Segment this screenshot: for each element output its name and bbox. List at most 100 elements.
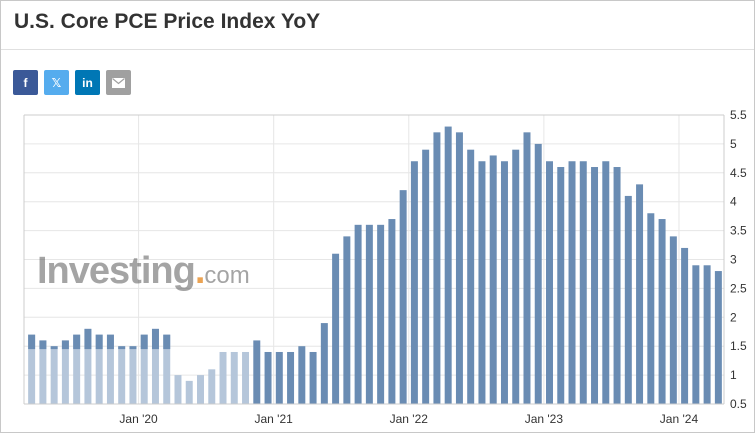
bar-top — [140, 334, 148, 350]
bar[interactable] — [230, 351, 238, 404]
bar-top — [73, 334, 81, 350]
x-tick-label: Jan '24 — [660, 412, 699, 426]
bar[interactable] — [242, 351, 250, 404]
bar[interactable] — [73, 334, 81, 404]
facebook-share-button[interactable]: f — [13, 70, 38, 95]
x-twitter-icon: 𝕏 — [51, 75, 62, 90]
x-tick-label: Jan '23 — [525, 412, 564, 426]
y-tick-label: 5 — [730, 137, 737, 151]
bar[interactable] — [163, 334, 171, 404]
bar-top — [39, 340, 47, 350]
y-tick-label: 1.5 — [730, 339, 747, 353]
bar[interactable] — [39, 340, 47, 404]
bar[interactable] — [354, 224, 362, 404]
email-share-button[interactable] — [106, 70, 131, 95]
bar[interactable] — [658, 219, 666, 404]
facebook-icon: f — [23, 75, 28, 90]
y-tick-label: 2 — [730, 310, 737, 324]
bar-top — [61, 340, 69, 350]
bar[interactable] — [444, 126, 452, 404]
bar[interactable] — [343, 236, 351, 404]
bar[interactable] — [410, 161, 418, 404]
bar[interactable] — [84, 328, 92, 404]
bar[interactable] — [636, 184, 644, 404]
bar[interactable] — [557, 167, 565, 404]
bar-top — [129, 346, 137, 350]
bar[interactable] — [489, 155, 497, 404]
bar-top — [84, 328, 92, 350]
watermark-brand: Investing — [37, 250, 196, 292]
bar-top — [28, 334, 36, 350]
page-title: U.S. Core PCE Price Index YoY — [14, 10, 321, 33]
bar[interactable] — [613, 167, 621, 404]
bar[interactable] — [253, 340, 261, 404]
bar[interactable] — [591, 167, 599, 404]
bar[interactable] — [500, 161, 508, 404]
bar[interactable] — [579, 161, 587, 404]
bar[interactable] — [388, 219, 396, 404]
bar[interactable] — [681, 247, 689, 404]
bar[interactable] — [197, 375, 204, 404]
bar[interactable] — [467, 149, 475, 404]
linkedin-icon: in — [82, 75, 93, 90]
bar[interactable] — [669, 236, 677, 404]
bar[interactable] — [365, 224, 373, 404]
bar[interactable] — [703, 265, 711, 404]
bar[interactable] — [647, 213, 655, 404]
bar[interactable] — [287, 351, 295, 404]
bar[interactable] — [95, 334, 103, 404]
y-tick-label: 4.5 — [730, 166, 747, 180]
watermark-suffix: com — [204, 262, 250, 289]
bar[interactable] — [129, 346, 137, 404]
bar[interactable] — [140, 334, 148, 404]
bar[interactable] — [28, 334, 36, 404]
bar-top — [95, 334, 103, 350]
bar[interactable] — [106, 334, 114, 404]
y-tick-label: 5.5 — [730, 110, 747, 122]
bar[interactable] — [298, 346, 306, 404]
bar[interactable] — [208, 369, 216, 404]
bar[interactable] — [602, 161, 610, 404]
bar[interactable] — [714, 271, 722, 404]
bar[interactable] — [433, 132, 441, 404]
bar[interactable] — [692, 265, 700, 404]
bar[interactable] — [546, 161, 553, 404]
bar[interactable] — [118, 346, 126, 404]
chart-area: 5.5 5 4.5 4 3.5 3 2.5 2 1.5 1 0.5 Jan '20 Jan '21 Ja… — [0, 110, 755, 433]
bar[interactable] — [512, 149, 520, 404]
bar[interactable] — [455, 132, 463, 404]
bar[interactable] — [399, 190, 407, 404]
bar[interactable] — [478, 161, 486, 404]
bar[interactable] — [61, 340, 69, 404]
email-icon — [112, 77, 125, 88]
y-tick-label: 3.5 — [730, 224, 747, 238]
investing-watermark: Investing.com — [37, 250, 250, 292]
bar[interactable] — [309, 351, 317, 404]
bar[interactable] — [422, 149, 430, 404]
bar[interactable] — [185, 380, 193, 404]
bar[interactable] — [219, 351, 227, 404]
y-tick-label: 3 — [730, 253, 737, 267]
bars — [28, 126, 722, 404]
chart-canvas: 5.554.543.532.521.510.5 Jan '20 Jan '21 Ja… — [23, 110, 747, 426]
bar[interactable] — [332, 253, 340, 404]
bar[interactable] — [275, 351, 283, 404]
x-tick-labels: Jan '20 Jan '21 Jan '22 Jan '23 Jan '24 — [119, 412, 698, 426]
bar[interactable] — [264, 351, 272, 404]
bar[interactable] — [523, 132, 531, 404]
bar[interactable] — [568, 161, 576, 404]
bar[interactable] — [624, 195, 632, 404]
linkedin-share-button[interactable]: in — [75, 70, 100, 95]
x-tick-label: Jan '20 — [119, 412, 158, 426]
bar[interactable] — [377, 224, 385, 404]
bar-top — [163, 334, 171, 350]
bar[interactable] — [320, 323, 328, 404]
bar[interactable] — [174, 375, 182, 404]
bar[interactable] — [50, 346, 58, 404]
bar[interactable] — [534, 143, 542, 404]
bar-top — [151, 328, 159, 350]
y-tick-label: 2.5 — [730, 281, 747, 295]
x-tick-label: Jan '21 — [255, 412, 294, 426]
bar[interactable] — [151, 328, 159, 404]
x-share-button[interactable]: 𝕏 — [44, 70, 69, 95]
